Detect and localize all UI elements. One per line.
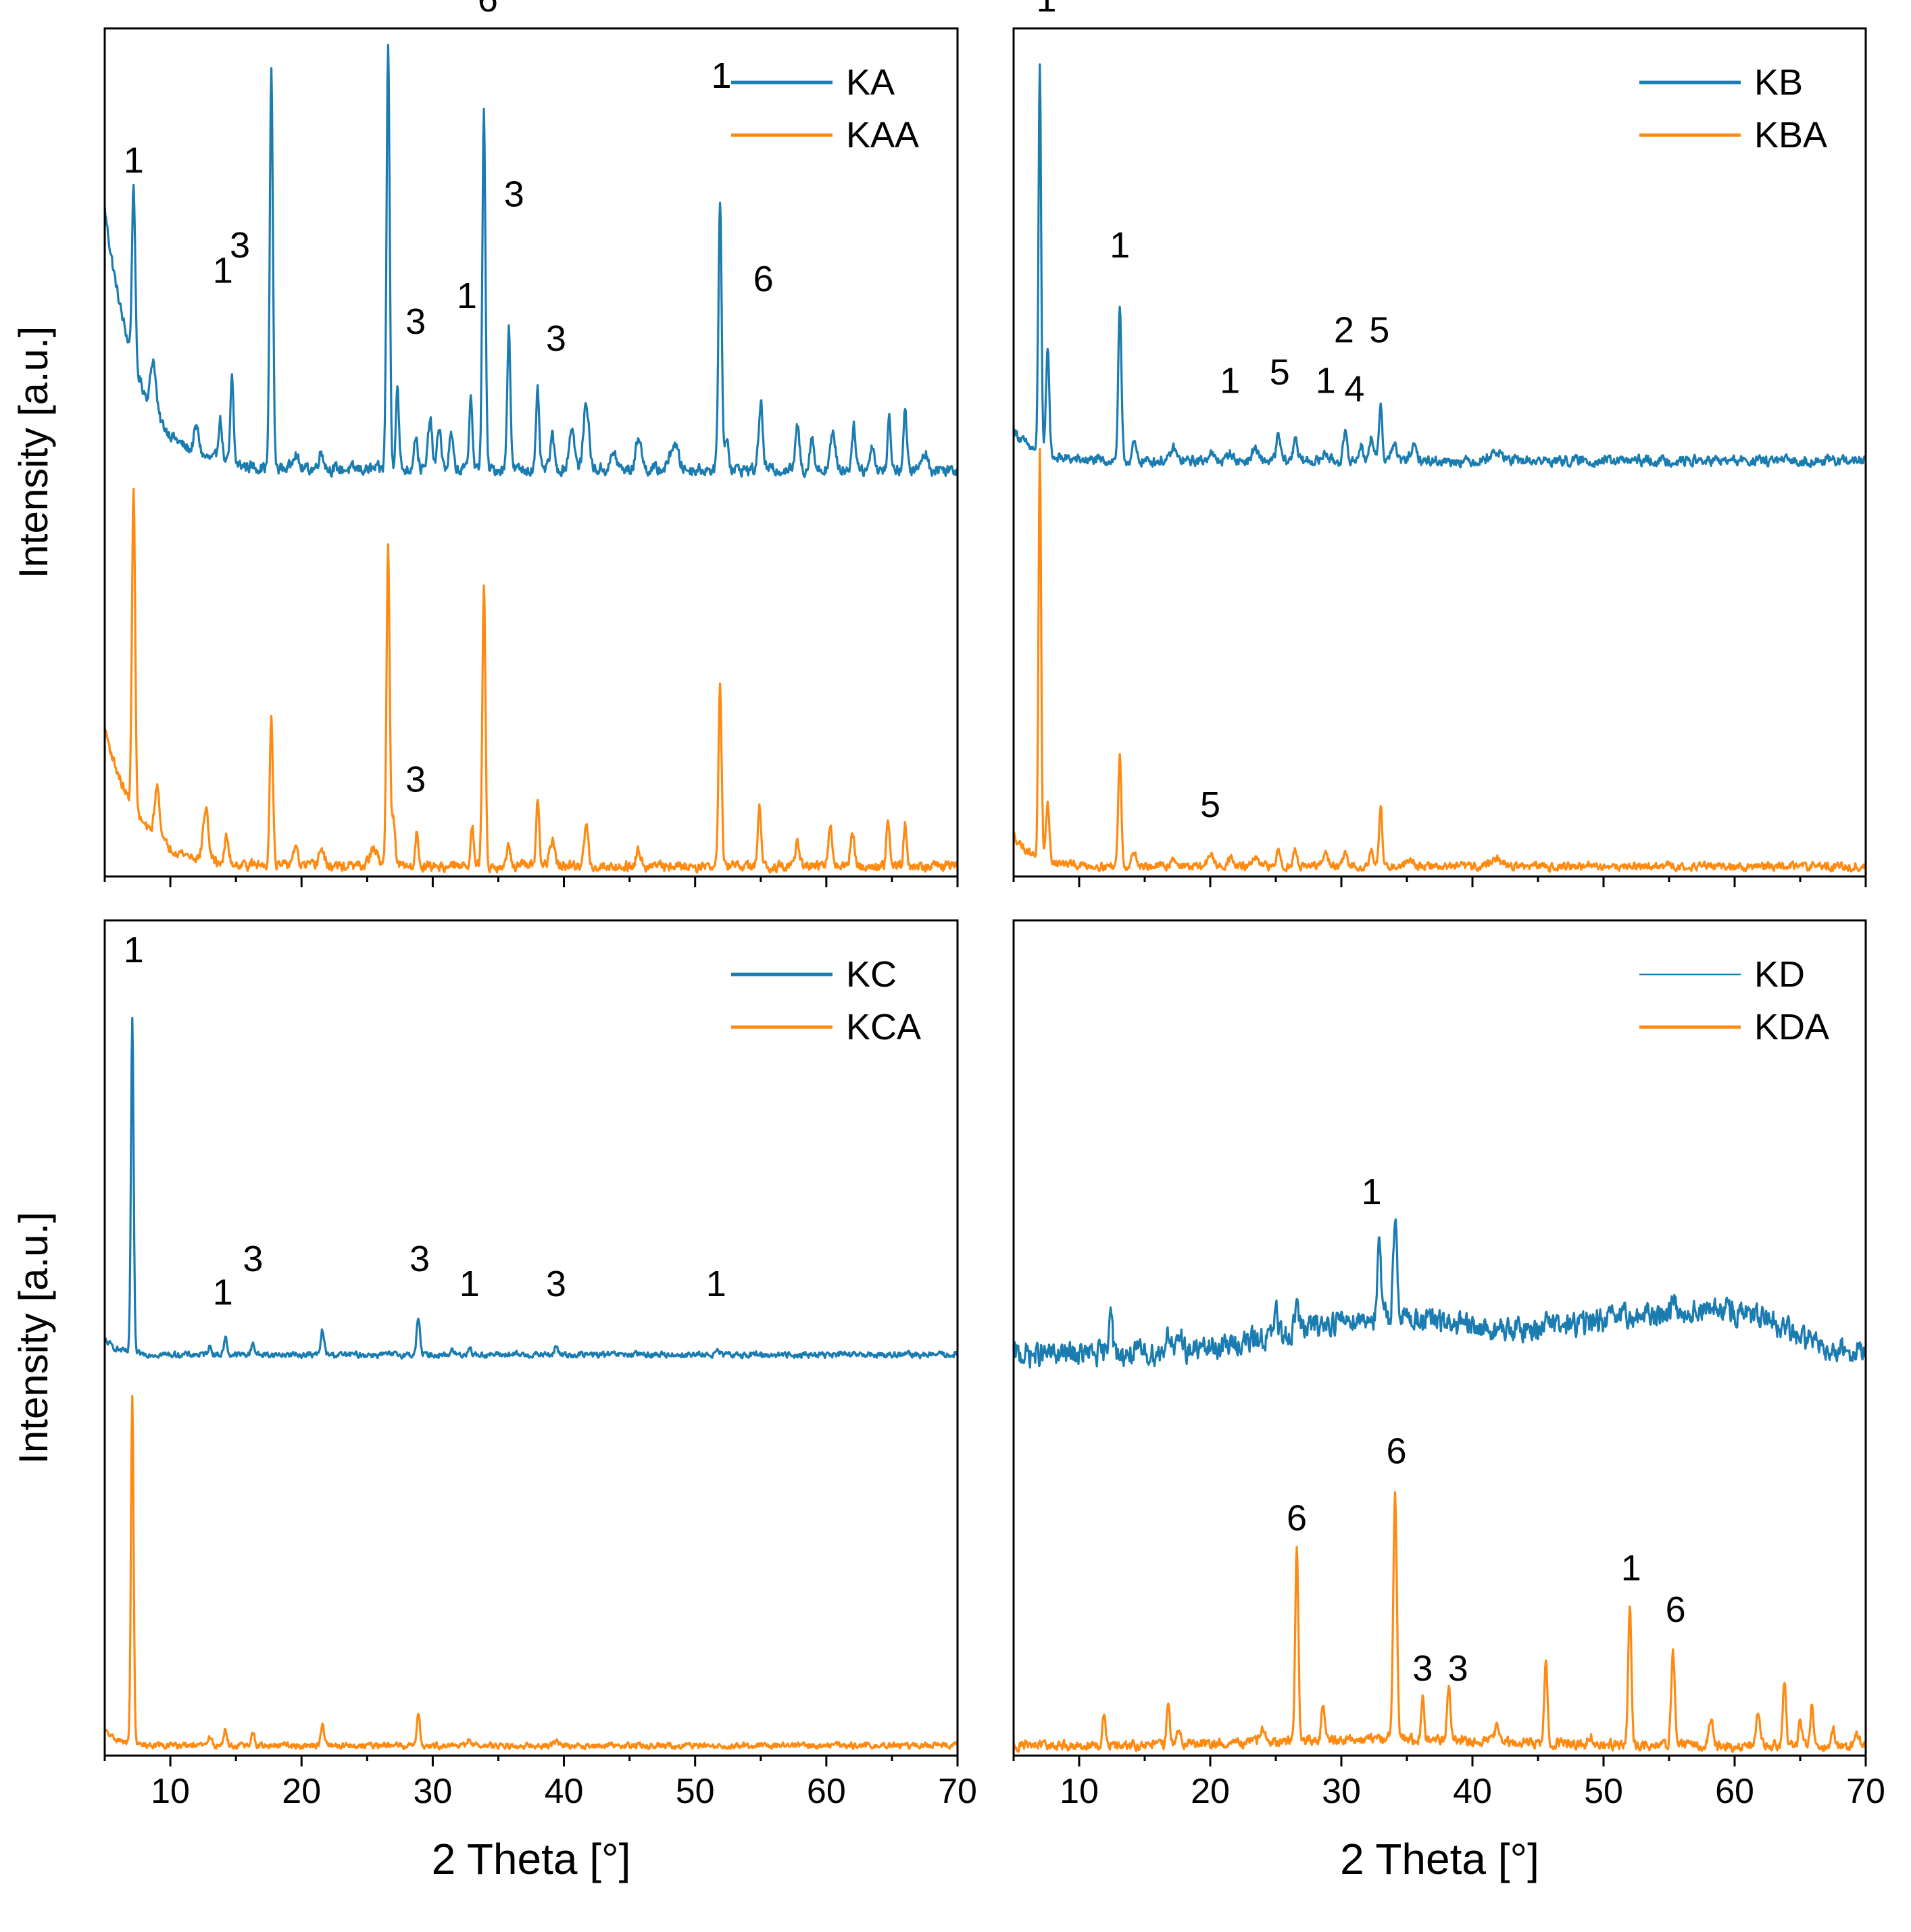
plot-frame — [103, 27, 959, 878]
x-tick-label: 50 — [1584, 1772, 1623, 1811]
legend-label-kb: KB — [1754, 62, 1803, 103]
legend-label-ka: KA — [846, 62, 895, 103]
x-ticks: 10 20 30 40 50 60 70 — [103, 1756, 977, 1811]
x-tick-label: 50 — [676, 1772, 715, 1811]
peak-label: 1 — [1621, 1547, 1641, 1588]
x-tick-label: 70 — [1846, 1772, 1885, 1811]
legend: KA KAA — [731, 62, 919, 155]
peak-label: 3 — [546, 1264, 566, 1304]
peak-label: 1 — [1316, 361, 1336, 401]
peak-label: 1 — [460, 1264, 480, 1304]
peak-label: 5 — [1270, 352, 1290, 393]
peak-label: 3 — [504, 174, 524, 215]
series-line-ka — [103, 43, 959, 478]
peak-label: 1 — [213, 251, 233, 291]
series-line-kca — [103, 1395, 959, 1751]
peak-label: 4 — [1344, 369, 1364, 410]
legend-label-kba: KBA — [1754, 115, 1827, 155]
series-line-kda — [1012, 1491, 1866, 1753]
x-tick-label: 20 — [282, 1772, 321, 1811]
peak-label: 3 — [243, 1239, 263, 1279]
x-tick-label: 40 — [545, 1772, 584, 1811]
legend: KC KCA — [731, 954, 921, 1047]
plot-area — [1012, 63, 1867, 873]
peak-label: 1 — [1220, 361, 1240, 401]
peak-label: 1 — [124, 930, 144, 970]
plot-frame — [1012, 27, 1867, 878]
peak-label: 1 — [706, 1264, 726, 1304]
peak-label: 1 — [213, 1272, 233, 1313]
peak-label: 1 — [1362, 1172, 1382, 1212]
panel-top-right: 111512455 KB KBA — [1012, 0, 1867, 887]
x-tick-label: 10 — [1060, 1772, 1099, 1811]
legend-label-kaa: KAA — [846, 115, 919, 155]
peak-annotations: 1133631633163 — [124, 0, 774, 800]
legend-label-kd: KD — [1754, 954, 1805, 995]
legend: KD KDA — [1639, 954, 1829, 1047]
panel-top-left: 1133631633163 KA KAA Intensity [a.u.] — [11, 0, 959, 887]
x-tick-label: 20 — [1191, 1772, 1230, 1811]
plot-area — [1012, 1218, 1867, 1753]
x-tick-label: 60 — [1715, 1772, 1754, 1811]
peak-label: 1 — [711, 55, 731, 96]
series-line-kba — [1013, 447, 1867, 873]
legend: KB KBA — [1639, 62, 1827, 155]
legend-label-kc: KC — [846, 954, 897, 995]
panel-bottom-left: 10 20 30 40 50 60 70 113 31 3 1 KC KCA Intensity … — [11, 919, 977, 1883]
peak-label: 1 — [1110, 225, 1130, 266]
peak-label: 3 — [1412, 1648, 1433, 1689]
peak-label: 3 — [230, 225, 250, 266]
legend-label-kda: KDA — [1754, 1007, 1829, 1047]
peak-label: 3 — [405, 760, 426, 800]
x-ticks: 10 20 30 40 50 60 70 — [1012, 1756, 1885, 1811]
x-tick-label: 10 — [151, 1772, 190, 1811]
plot-area — [103, 1016, 959, 1751]
series-line-kb — [1012, 63, 1867, 468]
legend-label-kca: KCA — [846, 1007, 921, 1047]
peak-label: 3 — [1448, 1648, 1468, 1689]
x-ticks — [103, 876, 959, 887]
y-axis-label: Intensity [a.u.] — [11, 326, 56, 579]
peak-label: 6 — [1287, 1497, 1307, 1538]
series-line-kaa — [103, 487, 959, 874]
x-axis-label: 2 Theta [°] — [1340, 1835, 1539, 1883]
peak-label: 6 — [1386, 1431, 1406, 1471]
plot-frame — [1012, 919, 1867, 1757]
series-line-kc — [104, 1016, 959, 1360]
x-ticks — [1012, 876, 1867, 887]
x-tick-label: 30 — [413, 1772, 452, 1811]
peak-annotations: 111512455 — [1036, 0, 1389, 825]
x-tick-label: 30 — [1322, 1772, 1361, 1811]
plot-area — [103, 43, 959, 874]
x-axis-label: 2 Theta [°] — [432, 1835, 631, 1883]
peak-label: 6 — [1666, 1589, 1686, 1630]
peak-annotations: 113 31 3 1 — [124, 930, 726, 1313]
peak-label: 3 — [405, 301, 426, 342]
peak-label: 1 — [457, 276, 477, 316]
plot-frame — [103, 919, 959, 1757]
x-tick-label: 70 — [938, 1772, 977, 1811]
peak-label: 3 — [410, 1239, 430, 1279]
peak-label: 6 — [478, 0, 498, 20]
x-tick-label: 60 — [807, 1772, 846, 1811]
peak-label: 1 — [1036, 0, 1056, 20]
peak-label: 5 — [1200, 785, 1220, 825]
x-tick-label: 40 — [1453, 1772, 1492, 1811]
peak-label: 5 — [1369, 309, 1389, 350]
peak-label: 6 — [753, 259, 774, 299]
peak-label: 2 — [1334, 309, 1354, 350]
peak-label: 3 — [546, 318, 566, 359]
peak-label: 1 — [124, 140, 144, 180]
series-line-kd — [1012, 1218, 1867, 1369]
y-axis-label: Intensity [a.u.] — [11, 1212, 56, 1464]
